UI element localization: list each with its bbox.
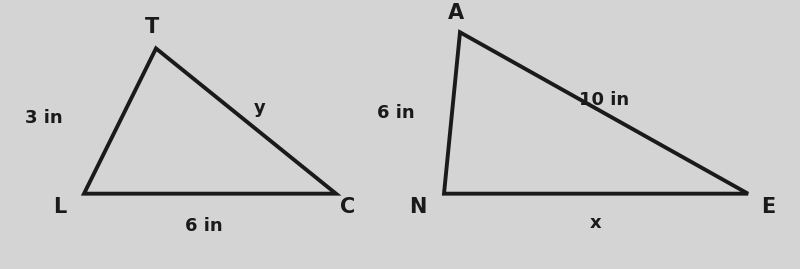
Text: 10 in: 10 in [579, 91, 629, 108]
Text: N: N [409, 197, 426, 217]
Text: 3 in: 3 in [25, 109, 63, 127]
Text: x: x [590, 214, 602, 232]
Text: L: L [54, 197, 66, 217]
Text: A: A [448, 3, 464, 23]
Text: y: y [254, 99, 266, 116]
Text: T: T [145, 17, 159, 37]
Text: C: C [340, 197, 356, 217]
Text: E: E [761, 197, 775, 217]
Text: 6 in: 6 in [377, 104, 415, 122]
Text: 6 in: 6 in [185, 217, 223, 235]
